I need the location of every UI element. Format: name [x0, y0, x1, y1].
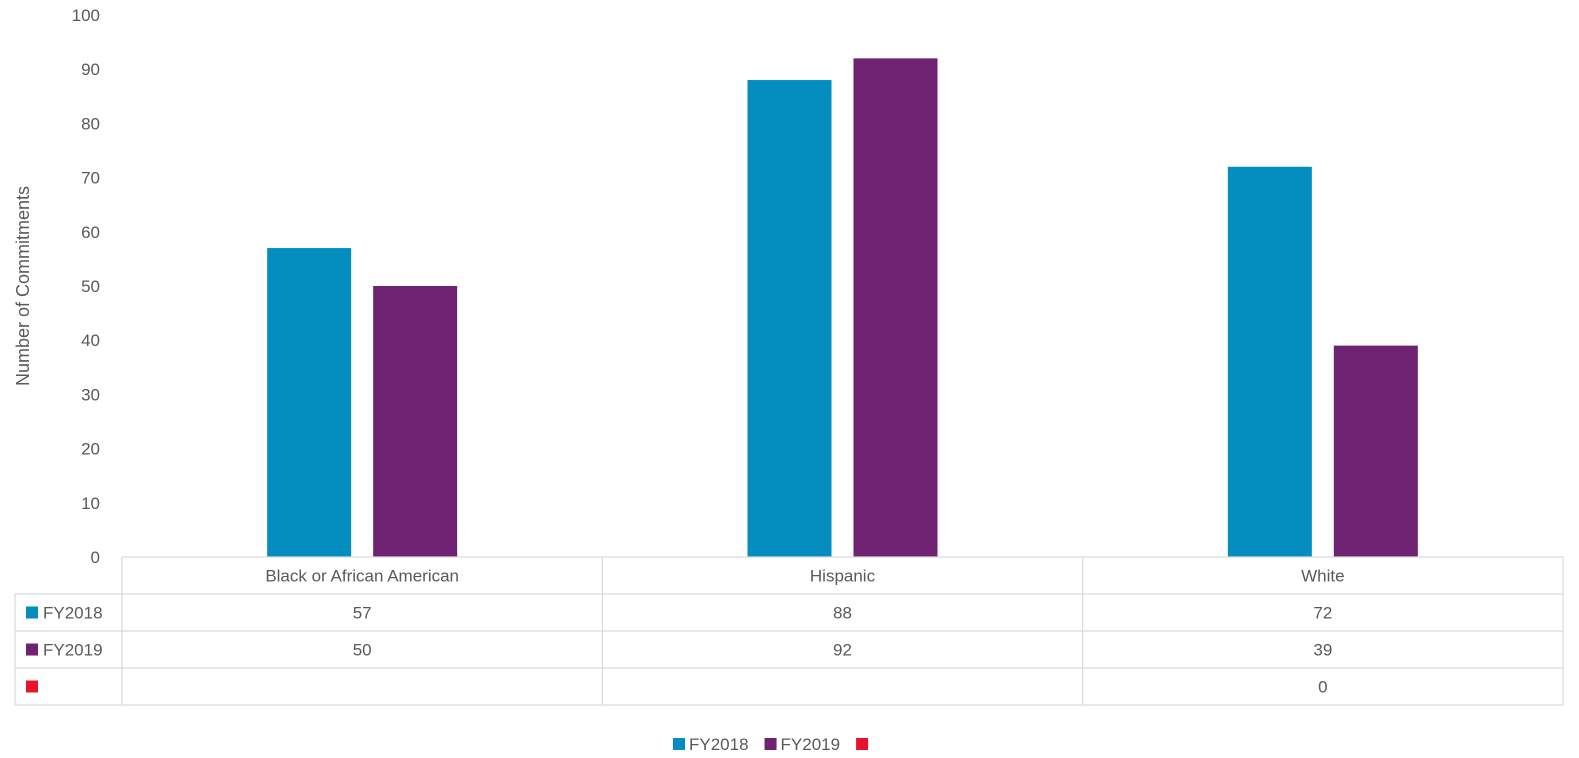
y-tick-label: 60 [81, 223, 100, 242]
table-series-swatch [26, 606, 38, 619]
x-tick-label: White [1301, 567, 1344, 586]
y-tick-label: 0 [91, 548, 100, 567]
legend-swatch [673, 738, 685, 750]
legend: FY2018 FY2019 [673, 735, 869, 754]
bar-fy2019-1 [853, 58, 938, 558]
x-tick-label: Hispanic [810, 567, 876, 586]
y-tick-label: 90 [81, 60, 100, 79]
y-tick-label: 30 [81, 385, 100, 404]
bar-fy2018-1 [747, 80, 832, 557]
bars [267, 58, 1418, 558]
data-label: 57 [353, 604, 372, 623]
y-tick-label: 20 [81, 440, 100, 459]
legend-swatch [856, 738, 869, 750]
bar-fy2019-0 [373, 286, 458, 557]
table-series-label: FY2019 [43, 641, 103, 660]
data-label: 50 [353, 641, 372, 660]
data-label: 72 [1313, 604, 1332, 623]
bar-fy2018-0 [267, 248, 352, 557]
data-label: 0 [1318, 678, 1327, 697]
y-tick-label: 80 [81, 114, 100, 133]
legend-label: FY2019 [781, 735, 841, 754]
bar-fy2019-2 [1333, 345, 1418, 557]
y-tick-label: 10 [81, 494, 100, 513]
data-table: Black or African American Hispanic White FY… [14, 556, 1564, 706]
legend-label: FY2018 [689, 735, 749, 754]
y-tick-label: 70 [81, 169, 100, 188]
table-series-swatch [26, 643, 38, 656]
x-tick-label: Black or African American [265, 567, 459, 586]
data-label: 39 [1313, 641, 1332, 660]
data-label: 88 [833, 604, 852, 623]
bar-fy2018-2 [1227, 166, 1312, 557]
y-tick-label: 100 [72, 6, 100, 25]
y-tick-label: 50 [81, 277, 100, 296]
table-series-label: FY2018 [43, 604, 103, 623]
y-tick-label: 40 [81, 331, 100, 350]
legend-swatch [764, 738, 777, 750]
y-axis: 0 10 20 30 40 50 60 70 80 90 100 [72, 6, 100, 567]
table-series-swatch [26, 680, 38, 693]
data-label: 92 [833, 641, 852, 660]
y-axis-title: Number of Commitments [13, 186, 33, 386]
